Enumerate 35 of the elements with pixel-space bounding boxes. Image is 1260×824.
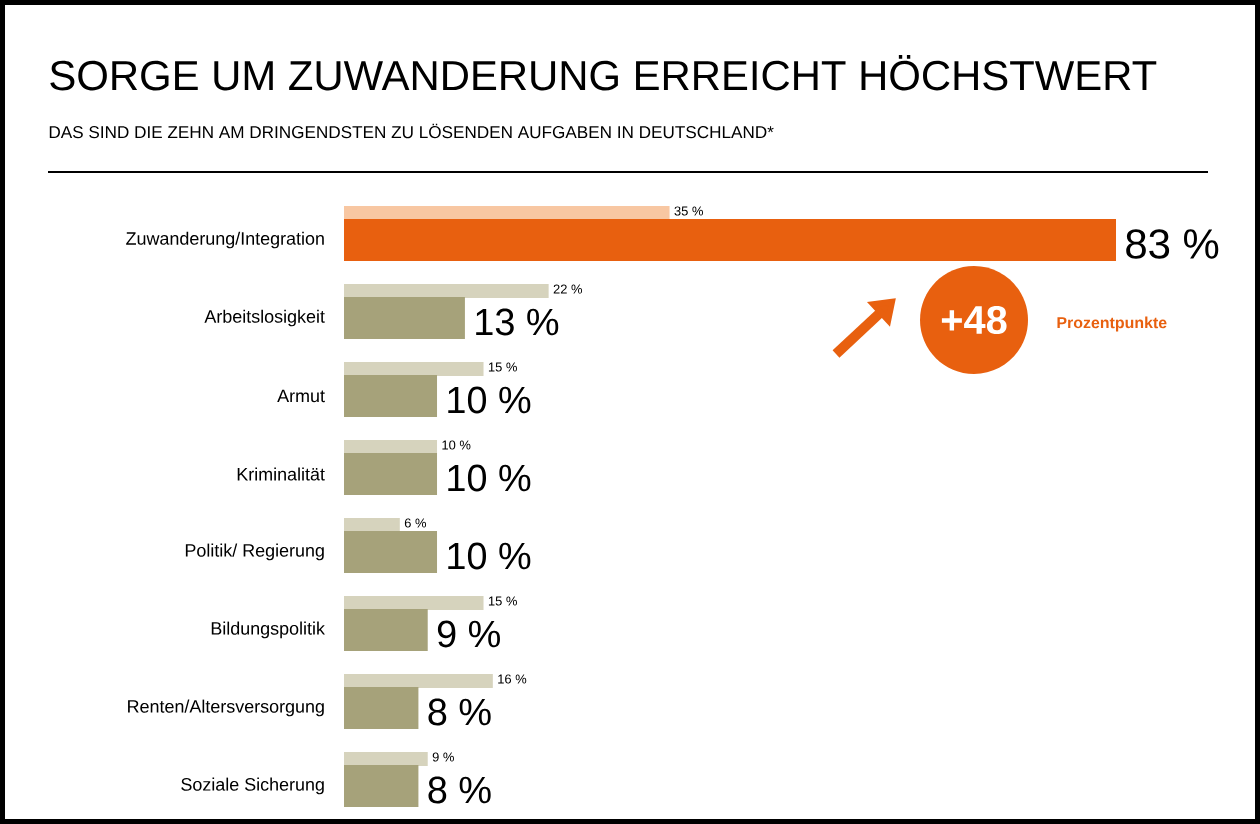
bar: [344, 283, 549, 298]
data-label: 10 %: [448, 542, 531, 570]
bar: [344, 595, 484, 610]
bar: [344, 452, 438, 495]
bar: [344, 673, 493, 688]
y-tick-label: Arbeitslosigkeit: [204, 309, 325, 327]
bar: [344, 686, 419, 729]
bar: [344, 517, 400, 532]
bar: [344, 296, 465, 339]
y-tick-label: Politik/ Regierung: [185, 543, 324, 561]
y-tick-label: Zuwanderung/Integration: [126, 231, 324, 249]
data-label: 13 %: [476, 308, 559, 336]
y-tick-label: Armut: [277, 389, 325, 403]
y-tick-label: Bildungspolitik: [211, 621, 325, 639]
bar: [344, 374, 438, 417]
chart-subtitle: DAS SIND DIE ZEHN AM DRINGENDSTEN ZU LÖSENDEN AUFGABEN IN DEUTSCHLAND*: [49, 123, 774, 139]
bar: [344, 439, 438, 454]
y-tick-label: Soziale Sicherung: [181, 777, 324, 795]
chart-title: SORGE UM ZUWANDERUNG ERREICHT HÖCHSTWERT: [50, 54, 1157, 91]
y-tick-label: Renten/Altersversorgung: [128, 699, 324, 717]
data-label: 10 %: [448, 464, 531, 492]
bar: [344, 218, 1117, 261]
bar: [344, 205, 670, 220]
bar: [344, 530, 438, 573]
data-label: 8 %: [428, 776, 491, 804]
y-tick-label: Kriminalität: [237, 467, 325, 481]
annotation: +48: [941, 305, 1007, 335]
bar: [344, 608, 428, 651]
data-label: 83 %: [1126, 229, 1219, 259]
data-label: 8 %: [428, 698, 491, 726]
bar: [344, 764, 419, 807]
data-label: 9 %: [437, 620, 500, 648]
bar: [344, 361, 484, 376]
bar: [344, 751, 428, 766]
data-label: 10 %: [448, 386, 531, 414]
